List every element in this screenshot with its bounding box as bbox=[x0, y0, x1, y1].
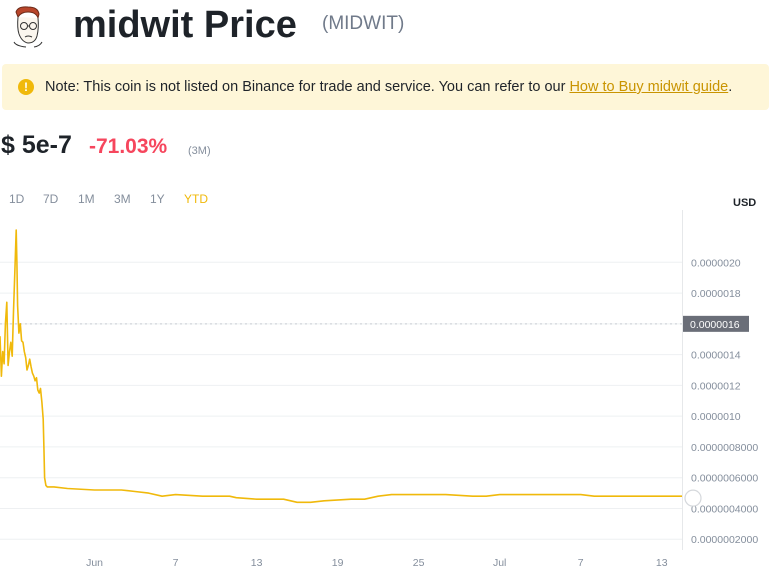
x-tick-label: Jun bbox=[86, 557, 103, 569]
price-chart[interactable]: 0.0000020 0.0000018 0.0000016 0.0000014 0.00… bbox=[0, 210, 783, 575]
range-tab-ytd[interactable]: YTD bbox=[184, 192, 208, 206]
x-tick-label: 13 bbox=[251, 557, 263, 569]
price-line[interactable] bbox=[0, 229, 682, 504]
currency-label: USD bbox=[733, 197, 757, 209]
y-tick-label: 0.0000010 bbox=[691, 411, 741, 423]
range-tab-1m[interactable]: 1M bbox=[78, 192, 95, 206]
page-title: midwit Price bbox=[73, 4, 297, 46]
current-price: $ 5e-7 bbox=[1, 131, 72, 159]
x-tick-label: 25 bbox=[413, 557, 425, 569]
range-tab-1d[interactable]: 1D bbox=[9, 192, 25, 206]
y-tick-label: 0.0000002000 bbox=[691, 534, 758, 546]
price-chart-svg[interactable]: 0.0000020 0.0000018 0.0000016 0.0000014 0.00… bbox=[0, 210, 783, 575]
wojak-avatar-icon bbox=[13, 6, 43, 48]
y-tick-label: 0.0000008000 bbox=[691, 442, 758, 454]
x-tick-label: 7 bbox=[173, 557, 179, 569]
price-change: -71.03% bbox=[89, 135, 168, 158]
notice-banner: ! Note: This coin is not listed on Binan… bbox=[2, 64, 769, 110]
x-tick-label: Jul bbox=[493, 557, 506, 569]
notice-text: Note: This coin is not listed on Binance… bbox=[45, 78, 732, 96]
notice-message: Note: This coin is not listed on Binance… bbox=[45, 79, 570, 95]
notice-suffix: . bbox=[728, 79, 733, 95]
y-tick-label: 0.0000018 bbox=[691, 288, 741, 300]
crosshair-label: 0.0000016 bbox=[690, 319, 740, 331]
x-tick-label: 7 bbox=[578, 557, 584, 569]
y-tick-label: 0.0000020 bbox=[691, 257, 741, 269]
crosshair-label-bg bbox=[683, 315, 749, 332]
exclamation-icon: ! bbox=[18, 79, 34, 95]
y-tick-label: 0.0000006000 bbox=[691, 473, 758, 485]
x-tick-label: 19 bbox=[332, 557, 344, 569]
y-tick-label: 0.0000012 bbox=[691, 380, 741, 392]
y-tick-label: 0.0000004000 bbox=[691, 503, 758, 515]
x-tick-label: 13 bbox=[656, 557, 668, 569]
binance-watermark-icon bbox=[684, 489, 702, 507]
range-tab-7d[interactable]: 7D bbox=[43, 192, 59, 206]
range-tab-3m[interactable]: 3M bbox=[114, 192, 131, 206]
how-to-buy-link[interactable]: How to Buy midwit guide bbox=[569, 79, 729, 95]
change-period: (3M) bbox=[188, 145, 211, 157]
coin-symbol: (MIDWIT) bbox=[322, 13, 405, 34]
y-tick-label: 0.0000014 bbox=[691, 350, 741, 362]
coin-header: midwit Price (MIDWIT) bbox=[0, 0, 783, 56]
range-tab-1y[interactable]: 1Y bbox=[150, 192, 165, 206]
